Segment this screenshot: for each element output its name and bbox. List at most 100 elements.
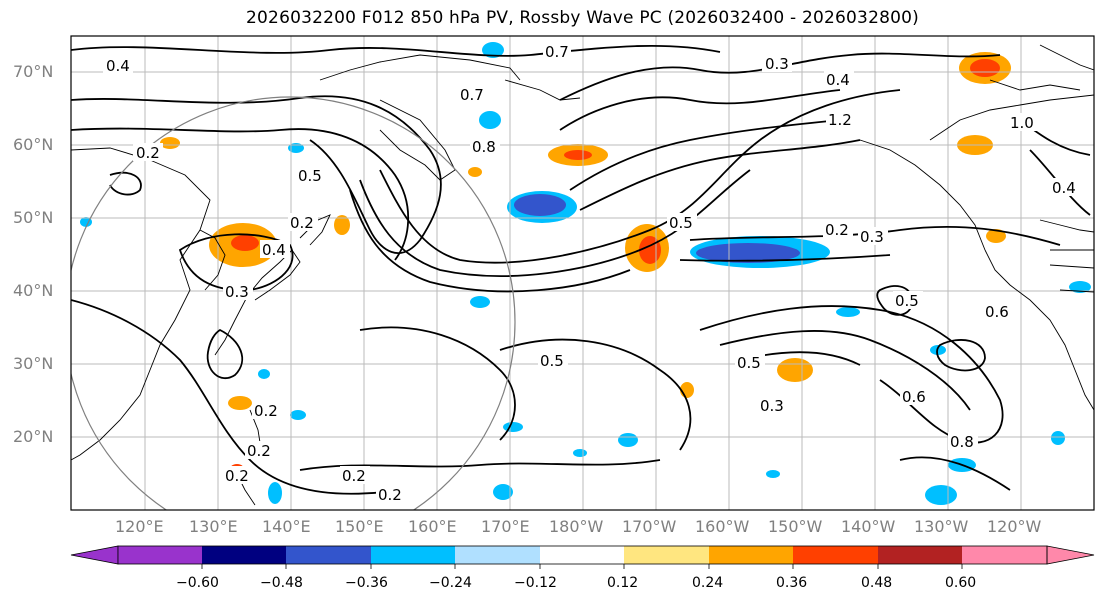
- colorbar-swatch: [371, 546, 455, 564]
- contour-label: 0.5: [895, 292, 919, 310]
- colorbar-extend-low: [70, 545, 119, 565]
- colorbar-swatch: [202, 546, 286, 564]
- positive-anomaly-core: [564, 150, 592, 160]
- positive-anomaly-core: [970, 59, 1000, 77]
- map-panel: 0.4 0.7 0.7 0.3 0.4 1.2 1.0 0.2 0.5 0.8 …: [71, 36, 1094, 510]
- contour-label: 0.5: [669, 214, 693, 232]
- colorbar-tick-label: −0.24: [429, 575, 472, 591]
- negative-anomaly-region: [479, 111, 501, 129]
- colorbar-tick-label: 0.60: [945, 575, 977, 591]
- map-frame: [70, 35, 1095, 511]
- lat-label: 50°N: [13, 208, 54, 227]
- contour-label: 0.4: [1052, 179, 1076, 197]
- contour-label: 0.5: [298, 167, 322, 185]
- colorbar-tick-label: −0.48: [260, 575, 303, 591]
- negative-anomaly-region: [925, 485, 957, 505]
- colorbar-tick-label: 0.12: [607, 575, 639, 591]
- lat-label: 40°N: [13, 281, 54, 300]
- colorbar-outline: [117, 545, 1048, 565]
- negative-anomaly-region: [268, 482, 282, 504]
- contour-label: 0.2: [825, 221, 849, 239]
- negative-anomaly-region: [290, 410, 306, 420]
- negative-anomaly-region: [618, 433, 638, 447]
- lon-label: 140°E: [262, 517, 311, 536]
- pv-contours: [71, 44, 1091, 495]
- coastlines: [71, 44, 1094, 506]
- colorbar-swatch: [118, 546, 202, 564]
- lat-label: 30°N: [13, 354, 54, 373]
- contour-label: 1.0: [1010, 114, 1034, 132]
- contour-label: 0.5: [737, 354, 761, 372]
- colorbar-swatch: [962, 546, 1047, 564]
- contour-label: 0.2: [378, 486, 402, 504]
- lon-label: 180°W: [549, 517, 604, 536]
- lon-label: 160°E: [408, 517, 457, 536]
- positive-anomaly-region: [228, 396, 252, 410]
- colorbar-swatch: [540, 546, 624, 564]
- positive-anomaly-region: [777, 358, 813, 382]
- colorbar-tick-label: 0.48: [861, 575, 893, 591]
- contour-label: 0.8: [950, 433, 974, 451]
- lon-label: 150°E: [335, 517, 384, 536]
- contour-label: 0.4: [262, 241, 286, 259]
- negative-anomaly-region: [766, 470, 780, 478]
- colorbar-swatch: [455, 546, 540, 564]
- contour-labels: 0.4 0.7 0.7 0.3 0.4 1.2 1.0 0.2 0.5 0.8 …: [103, 42, 1080, 504]
- contour-label: 0.8: [472, 138, 496, 156]
- colorbar-swatch: [624, 546, 709, 564]
- positive-anomaly-core: [231, 235, 259, 251]
- colorbar-swatch: [878, 546, 962, 564]
- lon-label: 140°W: [841, 517, 896, 536]
- negative-anomaly-region: [1069, 281, 1091, 293]
- negative-anomaly-core: [514, 194, 566, 216]
- contour-label: 0.2: [342, 467, 366, 485]
- contour-label: 0.2: [254, 402, 278, 420]
- positive-anomaly-region: [160, 137, 180, 149]
- positive-anomaly-region: [986, 229, 1006, 243]
- negative-anomaly-region: [573, 449, 587, 457]
- colorbar-swatch: [709, 546, 793, 564]
- lon-label: 120°W: [987, 517, 1042, 536]
- figure-title: 2026032200 F012 850 hPa PV, Rossby Wave …: [246, 8, 919, 28]
- lon-label: 130°E: [189, 517, 238, 536]
- contour-label: 0.6: [902, 388, 926, 406]
- lat-label: 20°N: [13, 427, 54, 446]
- lat-label: 60°N: [13, 135, 54, 154]
- negative-anomaly-region: [80, 217, 92, 227]
- positive-anomaly-region: [468, 167, 482, 177]
- contour-label: 1.2: [828, 111, 852, 129]
- negative-anomaly-region: [470, 296, 490, 308]
- lon-label: 170°E: [481, 517, 530, 536]
- contour-label: 0.3: [765, 55, 789, 73]
- contour-label: 0.5: [540, 352, 564, 370]
- lon-label: 150°W: [768, 517, 823, 536]
- negative-anomaly-core: [696, 243, 800, 263]
- contour-label: 0.7: [545, 43, 569, 61]
- colorbar-tick-label: −0.60: [176, 575, 219, 591]
- colorbar: [70, 545, 1095, 569]
- contour-label: 0.3: [760, 397, 784, 415]
- negative-anomaly-region: [1051, 431, 1065, 445]
- contour-label: 0.2: [136, 144, 160, 162]
- colorbar-tick-label: −0.36: [345, 575, 388, 591]
- contour-label: 0.4: [106, 57, 130, 75]
- contour-label: 0.3: [225, 283, 249, 301]
- contour-label: 0.2: [247, 442, 271, 460]
- lat-label: 70°N: [13, 62, 54, 81]
- contour-label: 0.3: [860, 228, 884, 246]
- contour-label: 0.7: [460, 86, 484, 104]
- lon-label: 120°E: [115, 517, 164, 536]
- negative-anomaly-region: [836, 307, 860, 317]
- contour-label: 0.4: [826, 71, 850, 89]
- contour-label: 0.2: [225, 467, 249, 485]
- lon-label: 170°W: [622, 517, 677, 536]
- negative-anomaly-region: [482, 42, 504, 58]
- colorbar-swatch: [286, 546, 371, 564]
- colorbar-tick-label: −0.12: [514, 575, 557, 591]
- negative-anomaly-region: [493, 484, 513, 500]
- colorbar-extend-high: [1046, 545, 1095, 565]
- colorbar-tick-label: 0.24: [692, 575, 724, 591]
- positive-anomaly-region: [334, 215, 350, 235]
- projection-circle: [71, 96, 516, 510]
